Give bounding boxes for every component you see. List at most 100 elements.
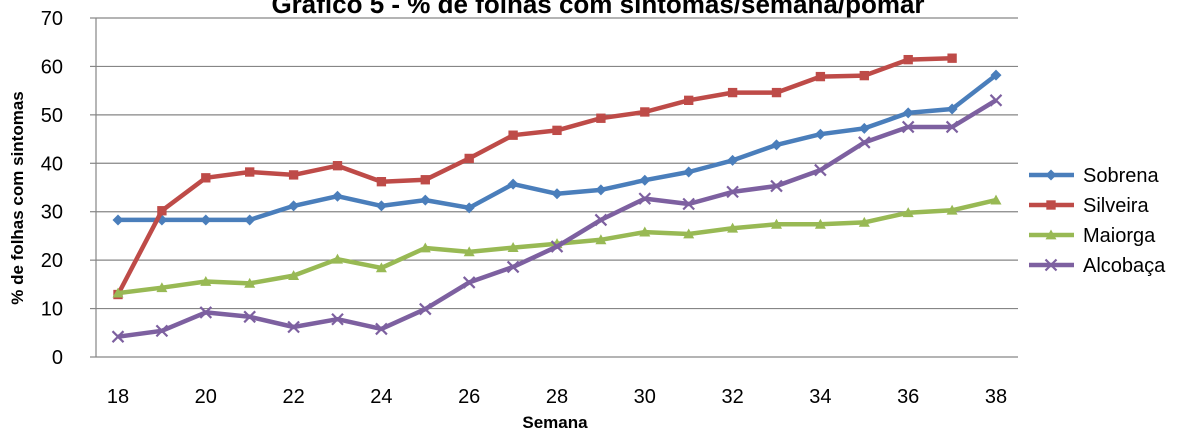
data-point [288, 200, 300, 212]
legend-item: Sobrena [1029, 165, 1159, 187]
data-point [727, 154, 739, 166]
y-tick-label: 70 [41, 8, 63, 30]
data-point [112, 287, 124, 298]
data-point [376, 177, 387, 187]
data-point [550, 240, 564, 253]
data-point [1046, 200, 1056, 210]
legend-label: Alcobaça [1083, 255, 1166, 277]
data-point [245, 167, 255, 177]
x-tick-label: 34 [809, 386, 831, 408]
data-point [332, 190, 343, 202]
data-point [989, 94, 1003, 107]
y-tick-label: 0 [52, 347, 63, 369]
data-point [375, 200, 387, 212]
data-point [288, 170, 299, 180]
data-point [771, 139, 782, 151]
y-tick-label: 30 [41, 202, 63, 224]
x-tick-label: 26 [458, 386, 480, 408]
data-point [683, 166, 695, 178]
data-point [858, 216, 870, 227]
chart-title: Gráfico 5 - % de folhas com sintomas/sem… [271, 0, 924, 19]
legend-label: Silveira [1083, 195, 1149, 217]
x-axis-ticks: 18 20 22 24 26 28 30 32 34 36 38 [107, 386, 1007, 408]
data-point [287, 320, 300, 334]
data-point [595, 234, 607, 245]
series-silveira [113, 53, 957, 300]
data-point [903, 54, 913, 65]
data-point [463, 202, 475, 214]
data-point [420, 175, 430, 185]
data-point [331, 312, 344, 326]
series-alcoba-a [111, 94, 1003, 343]
x-tick-label: 18 [107, 386, 129, 408]
data-point [508, 130, 518, 140]
data-point [243, 310, 256, 324]
x-tick-label: 32 [721, 386, 743, 408]
data-point [639, 174, 651, 186]
data-point [683, 228, 695, 239]
legend-item: Maiorga [1029, 225, 1156, 247]
data-point [902, 107, 914, 119]
data-point [462, 276, 476, 289]
data-point [552, 125, 562, 136]
x-axis-title: Semana [522, 413, 588, 432]
data-point [727, 87, 738, 98]
y-axis-title: % de folhas com sintomas [8, 91, 27, 305]
x-tick-label: 36 [897, 386, 919, 408]
data-point [244, 277, 256, 288]
data-point [684, 95, 694, 106]
data-point [814, 128, 826, 140]
data-point [945, 120, 959, 134]
data-point [771, 87, 782, 98]
data-point [990, 69, 1002, 81]
series-group [111, 53, 1003, 343]
data-point [332, 253, 343, 264]
series-maiorga [112, 194, 1002, 298]
data-point [638, 192, 652, 205]
y-tick-label: 40 [41, 153, 63, 175]
data-point [244, 214, 256, 226]
legend: Sobrena Silveira Maiorga Alcobaça [1029, 165, 1166, 277]
data-point [639, 226, 651, 237]
data-point [111, 330, 125, 343]
x-tick-label: 28 [546, 386, 568, 408]
data-point [682, 197, 695, 211]
data-point [112, 214, 124, 226]
data-point [858, 136, 871, 149]
data-point [288, 270, 300, 281]
data-point [727, 222, 739, 233]
y-tick-label: 10 [41, 299, 63, 321]
x-tick-label: 38 [985, 386, 1007, 408]
data-point [946, 103, 958, 115]
data-point [200, 214, 212, 226]
data-point [551, 188, 563, 200]
y-tick-label: 50 [41, 105, 63, 127]
data-point [201, 173, 211, 183]
x-tick-label: 20 [195, 386, 217, 408]
data-point [771, 218, 782, 229]
y-axis-ticks: 0 10 20 30 40 50 60 70 [41, 8, 96, 369]
data-point [507, 178, 519, 190]
data-point [901, 120, 915, 134]
data-point [596, 113, 606, 123]
x-tick-label: 22 [282, 386, 304, 408]
data-point [156, 282, 168, 293]
series-sobrena [112, 69, 1002, 226]
data-point [594, 213, 608, 227]
data-point [419, 242, 431, 253]
x-tick-label: 24 [370, 386, 392, 408]
data-point [595, 184, 607, 196]
y-tick-label: 20 [41, 250, 63, 272]
data-point [464, 153, 474, 164]
data-point [419, 302, 432, 316]
data-point [332, 161, 343, 171]
data-point [946, 204, 958, 215]
data-point [859, 70, 869, 81]
data-point [199, 306, 213, 319]
data-point [506, 260, 520, 274]
gridlines [96, 17, 1018, 310]
legend-item: Silveira [1029, 195, 1149, 217]
y-tick-label: 60 [41, 56, 63, 78]
series-line [116, 55, 953, 296]
